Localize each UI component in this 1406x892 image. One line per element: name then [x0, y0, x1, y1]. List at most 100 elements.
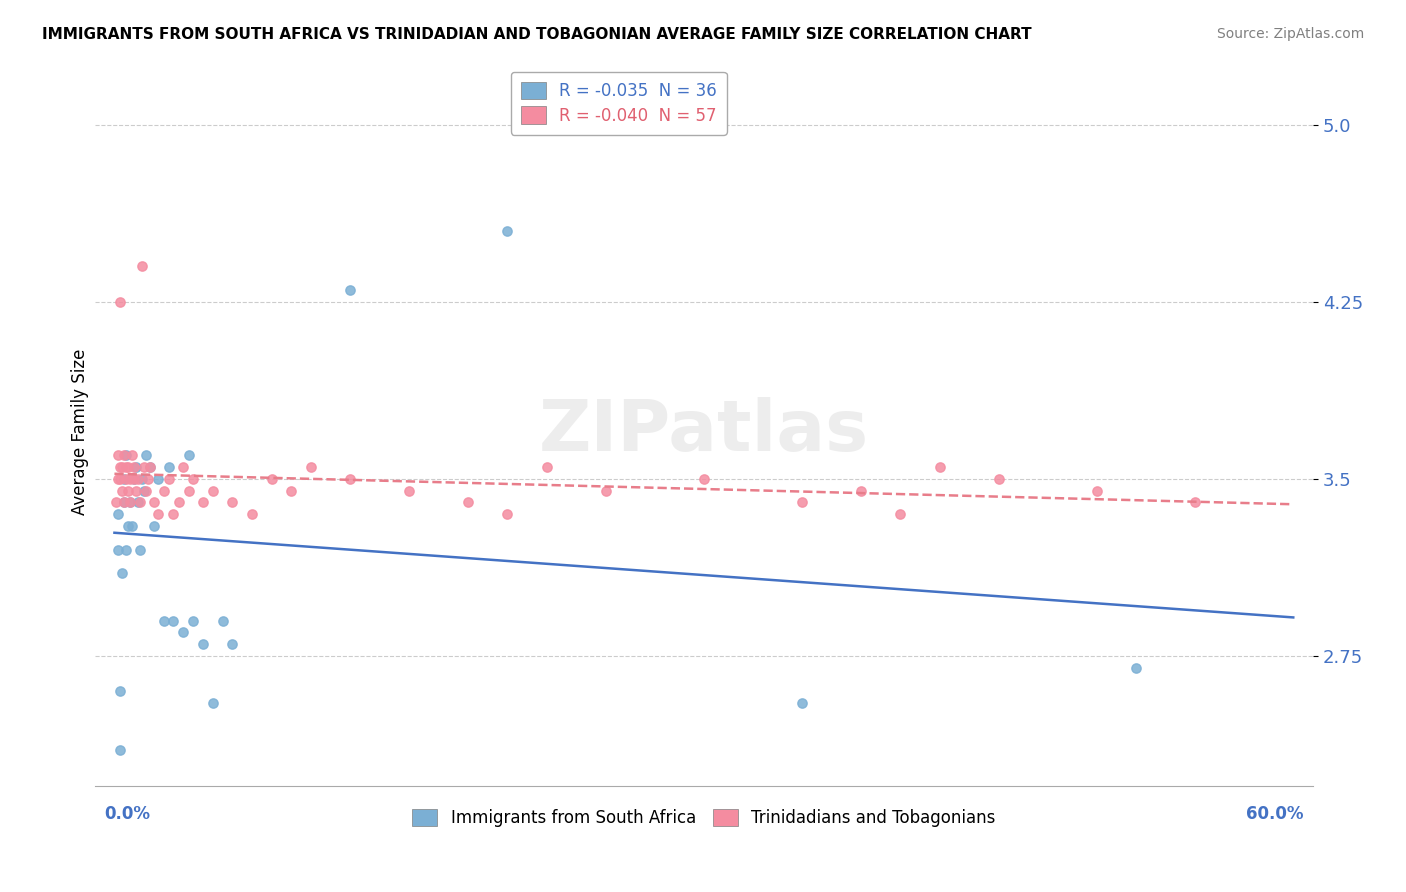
Point [121, 448, 143, 462]
Point [790, 696, 813, 710]
Text: 60.0%: 60.0% [1246, 805, 1303, 822]
Point [260, 472, 283, 486]
Point [107, 448, 129, 462]
Point [177, 448, 200, 462]
Point [146, 508, 169, 522]
Point [117, 460, 139, 475]
Point [142, 495, 165, 509]
Point [221, 495, 243, 509]
Point [112, 472, 135, 486]
Point [135, 448, 157, 462]
Point [146, 472, 169, 486]
Point [131, 472, 153, 486]
Point [111, 483, 134, 498]
Point [135, 483, 157, 498]
Point [162, 508, 184, 522]
Point [1085, 483, 1108, 498]
Point [115, 542, 138, 557]
Point [122, 460, 145, 475]
Legend: Immigrants from South Africa, Trinidadians and Tobagonians: Immigrants from South Africa, Trinidadia… [406, 803, 1002, 834]
Point [127, 495, 149, 509]
Point [181, 472, 204, 486]
Point [112, 448, 135, 462]
Point [120, 495, 142, 509]
Point [110, 743, 132, 757]
Point [107, 542, 129, 557]
Point [110, 460, 132, 475]
Point [139, 460, 162, 475]
Point [339, 472, 361, 486]
Y-axis label: Average Family Size: Average Family Size [72, 349, 89, 515]
Point [117, 519, 139, 533]
Point [928, 460, 950, 475]
Text: IMMIGRANTS FROM SOUTH AFRICA VS TRINIDADIAN AND TOBAGONIAN AVERAGE FAMILY SIZE C: IMMIGRANTS FROM SOUTH AFRICA VS TRINIDAD… [42, 27, 1032, 42]
Point [240, 508, 263, 522]
Point [125, 460, 148, 475]
Point [1125, 661, 1147, 675]
Point [152, 614, 174, 628]
Point [457, 495, 479, 509]
Text: 0.0%: 0.0% [104, 805, 150, 822]
Point [122, 472, 145, 486]
Point [125, 483, 148, 498]
Point [162, 614, 184, 628]
Point [191, 495, 214, 509]
Point [159, 472, 181, 486]
Point [132, 460, 155, 475]
Point [132, 483, 155, 498]
Point [790, 495, 813, 509]
Point [115, 472, 138, 486]
Point [152, 483, 174, 498]
Point [339, 283, 361, 297]
Point [595, 483, 617, 498]
Point [129, 495, 152, 509]
Point [142, 519, 165, 533]
Point [191, 637, 214, 651]
Point [107, 472, 129, 486]
Point [1184, 495, 1206, 509]
Point [211, 614, 233, 628]
Point [120, 472, 142, 486]
Point [496, 508, 519, 522]
Text: Source: ZipAtlas.com: Source: ZipAtlas.com [1216, 27, 1364, 41]
Point [849, 483, 872, 498]
Point [112, 495, 135, 509]
Point [987, 472, 1010, 486]
Point [129, 542, 152, 557]
Point [181, 614, 204, 628]
Point [136, 472, 159, 486]
Point [693, 472, 716, 486]
Point [299, 460, 322, 475]
Point [105, 495, 128, 509]
Point [121, 519, 143, 533]
Point [172, 460, 194, 475]
Point [221, 637, 243, 651]
Point [280, 483, 302, 498]
Point [115, 460, 138, 475]
Point [111, 460, 134, 475]
Point [159, 460, 181, 475]
Point [115, 448, 138, 462]
Text: ZIPatlas: ZIPatlas [538, 397, 869, 467]
Point [201, 696, 224, 710]
Point [110, 472, 132, 486]
Point [120, 495, 142, 509]
Point [177, 483, 200, 498]
Point [112, 495, 135, 509]
Point [169, 495, 191, 509]
Point [110, 684, 132, 698]
Point [889, 508, 911, 522]
Point [398, 483, 420, 498]
Point [110, 294, 132, 309]
Point [107, 508, 129, 522]
Point [122, 472, 145, 486]
Point [201, 483, 224, 498]
Point [496, 224, 519, 238]
Point [117, 483, 139, 498]
Point [111, 566, 134, 581]
Point [127, 472, 149, 486]
Point [131, 260, 153, 274]
Point [139, 460, 162, 475]
Point [172, 625, 194, 640]
Point [536, 460, 558, 475]
